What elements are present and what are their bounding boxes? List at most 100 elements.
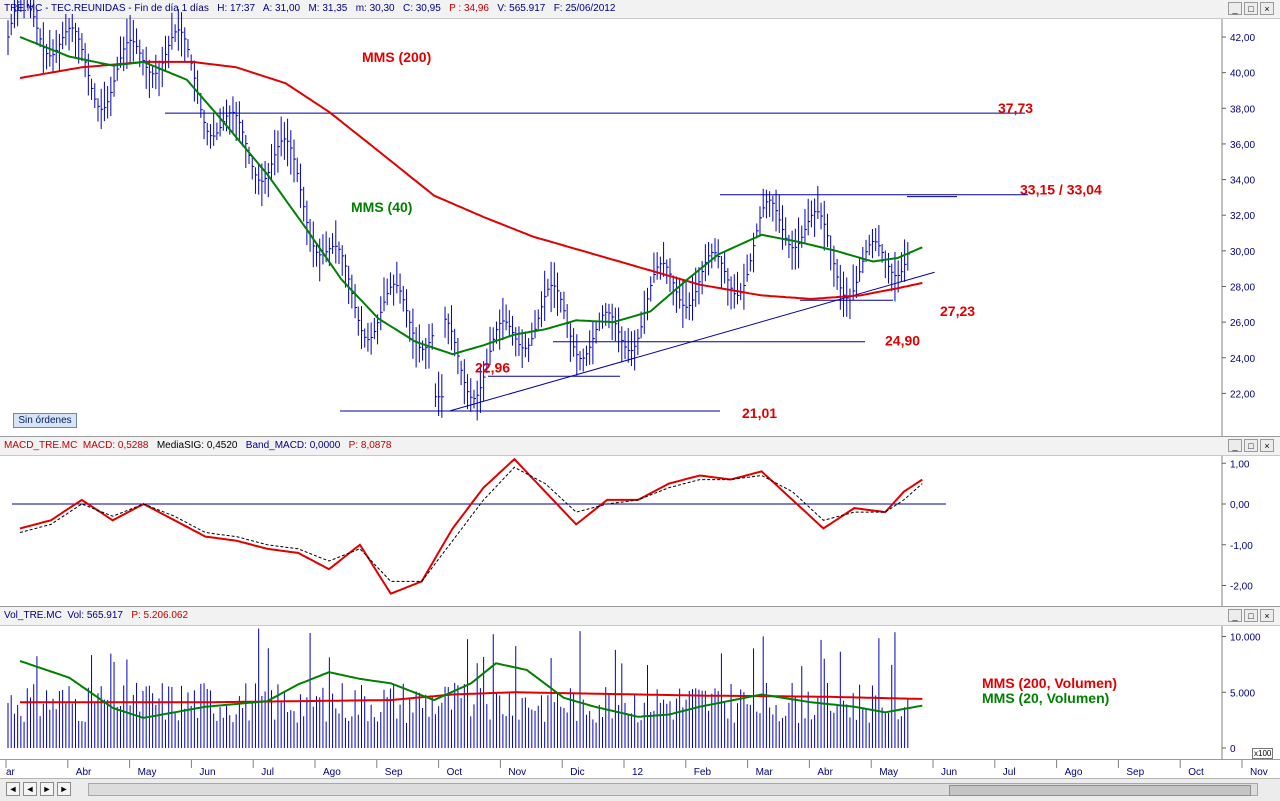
volume-bars-group: [7, 628, 909, 748]
volume-mms200-label: MMS (200, Volumen): [982, 675, 1117, 691]
macd-sig: MediaSIG: 0,4520: [156, 440, 238, 451]
macd-y-tick-label: 0,00: [1230, 500, 1250, 511]
price-y-tick-label: 36,00: [1230, 140, 1255, 151]
vol-p: P: 5.206.062: [131, 610, 189, 621]
volume-window-buttons: _ □ ×: [1228, 609, 1274, 622]
macd-signal-line: [19, 466, 923, 582]
macd-panel: MACD_TRE.MC MACD: 0,5288 MediaSIG: 0,452…: [0, 437, 1280, 607]
x-tick-label: Oct: [1188, 767, 1204, 778]
vol-name: Vol_TRE.MC: [4, 610, 62, 621]
price-y-tick-label: 38,00: [1230, 104, 1255, 115]
level-label: 37,73: [998, 100, 1033, 116]
price-y-tick-label: 24,00: [1230, 354, 1255, 365]
x-tick-label: 12: [632, 767, 644, 778]
minimize-button[interactable]: _: [1228, 439, 1242, 452]
x-tick-label: Jul: [261, 767, 274, 778]
mms40-label: MMS (40): [351, 199, 412, 215]
price-y-tick-label: 34,00: [1230, 176, 1255, 187]
x-tick-label: Jul: [1003, 767, 1016, 778]
prev-page-button[interactable]: ◄: [23, 782, 37, 796]
macd-name: MACD_TRE.MC: [4, 440, 78, 451]
header-c: C: 30,95: [402, 3, 441, 14]
header-mi: m: 30,30: [355, 3, 395, 14]
price-window-buttons: _ □ ×: [1228, 2, 1274, 15]
price-bars-group: [7, 0, 910, 421]
scrollbar-thumb[interactable]: [949, 785, 1251, 796]
price-y-tick-label: 22,00: [1230, 389, 1255, 400]
price-y-tick-label: 26,00: [1230, 318, 1255, 329]
volume-mms20-label: MMS (20, Volumen): [982, 690, 1109, 706]
x-tick-label: May: [879, 767, 898, 778]
x-tick-label: May: [138, 767, 157, 778]
moving-average-mms200: [19, 60, 923, 301]
volume-y-tick-label: 5.000: [1230, 688, 1255, 699]
level-label: 33,15 / 33,04: [1020, 182, 1102, 198]
x-tick-label: Nov: [1250, 767, 1268, 778]
price-y-tick-label: 42,00: [1230, 33, 1255, 44]
level-label: 21,01: [742, 405, 777, 421]
x-tick-label: Oct: [447, 767, 463, 778]
maximize-button[interactable]: □: [1244, 609, 1258, 622]
macd-y-tick-label: -2,00: [1230, 582, 1253, 593]
x-tick-label: Ago: [323, 767, 341, 778]
price-panel: TRE.MC - TEC.REUNIDAS - Fin de día 1 día…: [0, 0, 1280, 428]
level-label: 24,90: [885, 333, 920, 349]
volume-y-tick-label: 10.000: [1230, 633, 1261, 644]
price-y-tick-label: 40,00: [1230, 69, 1255, 80]
bottom-navigation-bar: ◄ ◄ ► ►: [0, 778, 1280, 801]
mms200-label: MMS (200): [362, 49, 431, 65]
x-tick-label: Dic: [570, 767, 584, 778]
header-m: M: 31,35: [308, 3, 348, 14]
header-p: P : 34,96: [449, 3, 489, 14]
first-page-button[interactable]: ◄: [6, 782, 20, 796]
scale-badge: x100: [1252, 748, 1274, 759]
macd-header: MACD_TRE.MC MACD: 0,5288 MediaSIG: 0,452…: [0, 437, 1280, 456]
vol-value: Vol: 565.917: [67, 610, 123, 621]
x-tick-label: Ago: [1065, 767, 1083, 778]
minimize-button[interactable]: _: [1228, 609, 1242, 622]
header-a: A: 31,00: [262, 3, 301, 14]
level-label: 27,23: [940, 303, 975, 319]
volume-mms20-line: [19, 660, 923, 719]
price-y-tick-label: 28,00: [1230, 282, 1255, 293]
close-button[interactable]: ×: [1260, 2, 1274, 15]
minimize-button[interactable]: _: [1228, 2, 1242, 15]
close-button[interactable]: ×: [1260, 609, 1274, 622]
maximize-button[interactable]: □: [1244, 439, 1258, 452]
volume-header: Vol_TRE.MC Vol: 565.917 P: 5.206.062 _ □…: [0, 607, 1280, 626]
volume-mms200-line: [20, 691, 923, 704]
x-tick-label: Mar: [756, 767, 774, 778]
macd-band: Band_MACD: 0,0000: [245, 440, 341, 451]
macd-header-text: MACD_TRE.MC MACD: 0,5288 MediaSIG: 0,452…: [4, 440, 391, 451]
horizontal-scrollbar[interactable]: [88, 783, 1258, 796]
macd-window-buttons: _ □ ×: [1228, 439, 1274, 452]
macd-line: [19, 457, 923, 595]
maximize-button[interactable]: □: [1244, 2, 1258, 15]
x-tick-label: Sep: [1126, 767, 1144, 778]
price-y-tick-label: 30,00: [1230, 247, 1255, 258]
sin-ordenes-button[interactable]: Sin órdenes: [13, 413, 77, 428]
x-tick-label: Jun: [199, 767, 215, 778]
header-v: V: 565.917: [497, 3, 546, 14]
price-header: TRE.MC - TEC.REUNIDAS - Fin de día 1 día…: [0, 0, 1280, 19]
x-tick-label: Nov: [508, 767, 526, 778]
volume-header-text: Vol_TRE.MC Vol: 565.917 P: 5.206.062: [4, 610, 188, 621]
macd-y-tick-label: -1,00: [1230, 541, 1253, 552]
header-date: F: 25/06/2012: [553, 3, 616, 14]
x-tick-label: Feb: [694, 767, 712, 778]
x-tick-label: Abr: [817, 767, 833, 778]
close-button[interactable]: ×: [1260, 439, 1274, 452]
x-tick-label: Sep: [385, 767, 403, 778]
macd-p: P: 8,0878: [348, 440, 392, 451]
price-y-tick-label: 32,00: [1230, 211, 1255, 222]
symbol-label: TRE.MC - TEC.REUNIDAS - Fin de día 1 día…: [4, 3, 209, 14]
next-page-button[interactable]: ►: [40, 782, 54, 796]
last-page-button[interactable]: ►: [57, 782, 71, 796]
moving-average-mms40: [19, 36, 923, 356]
header-h: H: 17:37: [217, 3, 256, 14]
x-tick-label: Jun: [941, 767, 957, 778]
volume-y-tick-label: 0: [1230, 744, 1236, 755]
macd-value: MACD: 0,5288: [82, 440, 149, 451]
x-tick-label: Abr: [76, 767, 92, 778]
